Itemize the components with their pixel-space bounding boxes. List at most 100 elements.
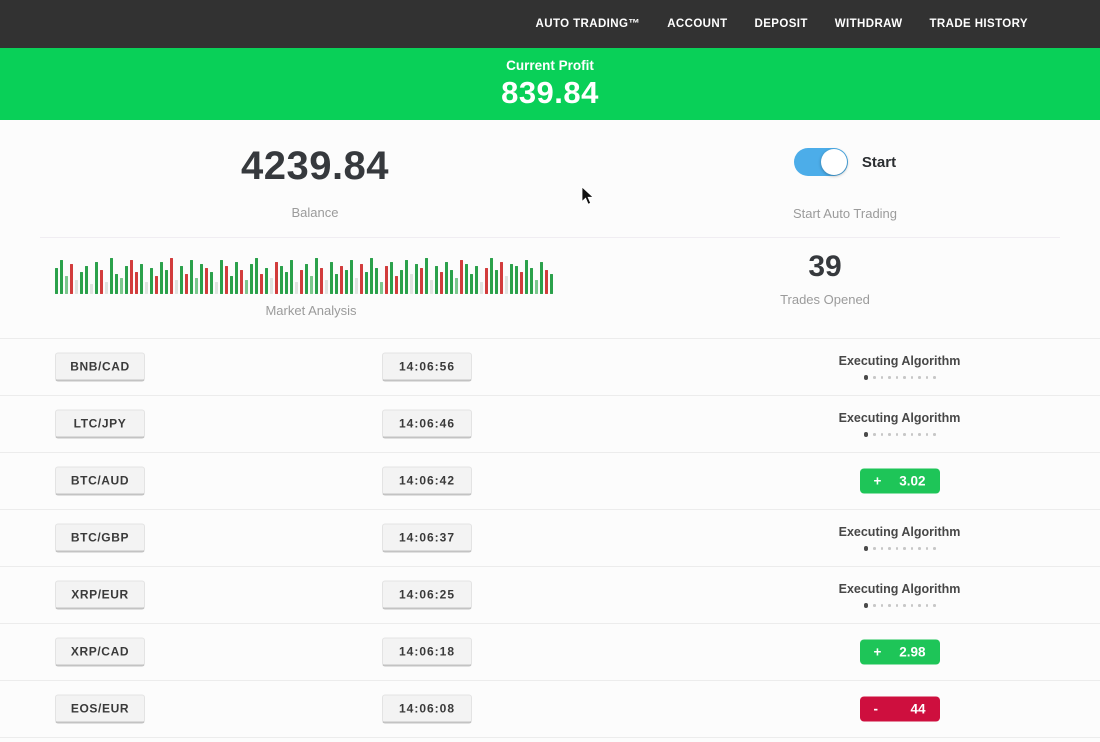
- market-bar: [500, 262, 503, 294]
- market-bar: [405, 260, 408, 294]
- market-bar: [60, 260, 63, 294]
- market-bar: [110, 258, 113, 294]
- progress-dot: [918, 547, 921, 550]
- market-bar: [140, 264, 143, 294]
- trades-opened-label: Trades Opened: [780, 292, 870, 307]
- market-bar: [455, 278, 458, 294]
- progress-dot: [880, 376, 883, 379]
- progress-dot: [910, 547, 913, 550]
- nav-item-deposit[interactable]: DEPOSIT: [754, 18, 808, 30]
- trade-status: Executing Algorithm: [827, 582, 972, 608]
- market-bar: [380, 282, 383, 294]
- trade-row: BTC/AUD 14:06:42 +3.02: [0, 453, 1100, 510]
- market-bar: [440, 272, 443, 294]
- progress-dot: [873, 376, 876, 379]
- progress-dot: [933, 604, 936, 607]
- market-bar: [510, 264, 513, 294]
- market-bar: [180, 266, 183, 294]
- time-badge: 14:06:18: [382, 637, 472, 667]
- market-bar: [185, 274, 188, 294]
- market-bar: [250, 264, 253, 294]
- progress-dots: [827, 546, 972, 551]
- market-bar: [75, 280, 78, 294]
- trade-status: +3.02: [827, 468, 972, 494]
- progress-dot: [863, 432, 868, 437]
- market-bar: [550, 274, 553, 294]
- market-bar: [430, 280, 433, 294]
- market-bar: [350, 260, 353, 294]
- progress-dot: [925, 433, 928, 436]
- market-bar: [255, 258, 258, 294]
- market-bar: [465, 264, 468, 294]
- progress-dot: [880, 433, 883, 436]
- nav-item-withdraw[interactable]: WITHDRAW: [834, 18, 903, 30]
- progress-dots: [827, 603, 972, 608]
- market-bar: [145, 282, 148, 294]
- trade-status: Executing Algorithm: [827, 411, 972, 437]
- result-sign: +: [873, 644, 882, 660]
- overview-section: 4239.84 Balance Start Start Auto Trading…: [0, 120, 1100, 338]
- nav-item-account[interactable]: ACCOUNT: [667, 18, 728, 30]
- executing-label: Executing Algorithm: [838, 525, 961, 539]
- market-bar: [155, 276, 158, 294]
- market-bar: [480, 282, 483, 294]
- progress-dot: [873, 433, 876, 436]
- toggle-label: Start: [861, 153, 897, 171]
- market-bar: [220, 260, 223, 294]
- market-bar: [390, 262, 393, 294]
- market-bar: [130, 260, 133, 294]
- market-bar: [115, 274, 118, 294]
- market-bar: [80, 272, 83, 294]
- market-bar: [260, 274, 263, 294]
- market-bar: [410, 274, 413, 294]
- market-analysis-label: Market Analysis: [265, 303, 357, 318]
- market-bar: [280, 266, 283, 294]
- pair-badge: LTC/JPY: [55, 409, 145, 439]
- market-bar: [175, 280, 178, 294]
- progress-dot: [880, 547, 883, 550]
- trade-status: Executing Algorithm: [827, 354, 972, 380]
- trade-status: - 44: [827, 696, 972, 722]
- market-bar: [265, 268, 268, 294]
- result-sign: -: [873, 701, 879, 717]
- nav-item-trade-history[interactable]: TRADE HISTORY: [929, 18, 1028, 30]
- market-bar: [55, 268, 58, 294]
- progress-dot: [903, 547, 906, 550]
- time-badge: 14:06:25: [382, 580, 472, 610]
- progress-dot: [903, 604, 906, 607]
- balance-value: 4239.84: [240, 144, 390, 188]
- market-bar: [190, 260, 193, 294]
- trade-row: XRP/CAD 14:06:18 +2.98: [0, 624, 1100, 681]
- market-bar: [310, 276, 313, 294]
- toggle-knob: [820, 149, 847, 175]
- market-bar: [445, 262, 448, 294]
- progress-dot: [918, 604, 921, 607]
- pair-badge: XRP/EUR: [55, 580, 145, 610]
- progress-dot: [888, 547, 891, 550]
- market-bar: [345, 270, 348, 294]
- market-bar: [505, 276, 508, 294]
- market-bar: [330, 262, 333, 294]
- market-bar: [530, 268, 533, 294]
- pair-badge: BTC/GBP: [55, 523, 145, 553]
- market-bar: [230, 276, 233, 294]
- auto-trading-toggle[interactable]: [793, 148, 848, 176]
- market-bar: [240, 270, 243, 294]
- market-bar: [85, 266, 88, 294]
- market-bar: [295, 282, 298, 294]
- trades-opened-value: 39: [808, 250, 842, 283]
- progress-dot: [895, 547, 898, 550]
- progress-dot: [918, 376, 921, 379]
- result-value: 2.98: [899, 644, 926, 660]
- progress-dot: [863, 546, 868, 551]
- market-bar: [515, 266, 518, 294]
- market-bar: [245, 280, 248, 294]
- market-analysis-block: Market Analysis: [55, 254, 567, 318]
- market-bar: [100, 270, 103, 294]
- market-bar: [420, 268, 423, 294]
- progress-dot: [925, 604, 928, 607]
- market-bar: [370, 258, 373, 294]
- progress-dot: [888, 604, 891, 607]
- market-bar: [205, 268, 208, 294]
- nav-item-auto-trading[interactable]: AUTO TRADING™: [535, 18, 641, 30]
